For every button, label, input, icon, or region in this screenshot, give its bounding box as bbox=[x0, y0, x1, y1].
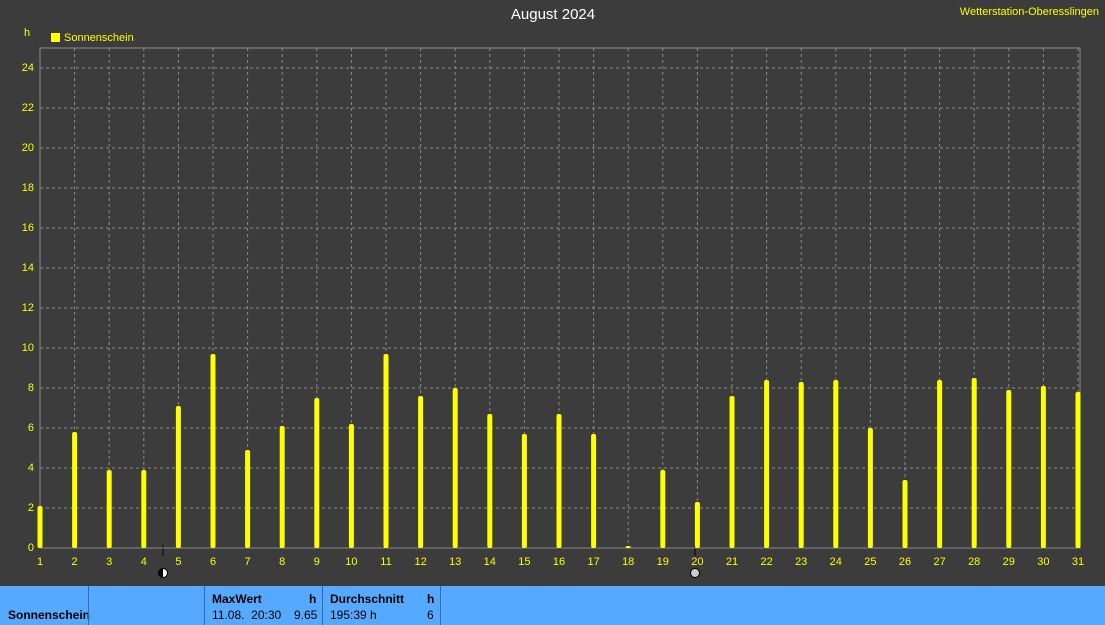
bar bbox=[937, 380, 943, 548]
x-tick-label: 24 bbox=[830, 556, 842, 568]
bar bbox=[487, 414, 493, 548]
max-label: MaxWert bbox=[212, 592, 262, 606]
bar bbox=[1040, 386, 1046, 548]
bar bbox=[348, 424, 354, 548]
plot-frame bbox=[39, 47, 1081, 549]
bar bbox=[556, 414, 562, 548]
chart: August 2024 Wetterstation-Oberesslingen … bbox=[22, 6, 1099, 578]
moon-icon-shade bbox=[158, 568, 163, 578]
bar bbox=[106, 470, 112, 548]
chart-title: August 2024 bbox=[511, 6, 595, 23]
x-tick-label: 20 bbox=[691, 556, 703, 568]
bar bbox=[625, 546, 631, 548]
station-name: Wetterstation-Oberesslingen bbox=[960, 6, 1099, 18]
bar bbox=[452, 388, 458, 548]
bar bbox=[660, 470, 666, 548]
bar bbox=[764, 380, 770, 548]
bar bbox=[1006, 390, 1012, 548]
bar bbox=[591, 434, 597, 548]
max-value: 9.65 bbox=[294, 608, 318, 622]
x-tick-label: 4 bbox=[141, 556, 147, 568]
bar bbox=[521, 434, 527, 548]
x-tick-label: 16 bbox=[553, 556, 565, 568]
bar bbox=[694, 502, 700, 548]
bar bbox=[867, 428, 873, 548]
x-tick-label: 18 bbox=[622, 556, 634, 568]
x-tick-label: 8 bbox=[279, 556, 285, 568]
x-tick-label: 3 bbox=[106, 556, 112, 568]
y-tick-label: 8 bbox=[28, 382, 34, 394]
y-tick-label: 18 bbox=[22, 182, 34, 194]
bar bbox=[418, 396, 424, 548]
x-tick-label: 5 bbox=[175, 556, 181, 568]
bar bbox=[729, 396, 735, 548]
y-tick-label: 0 bbox=[28, 542, 34, 554]
moon-icon bbox=[690, 568, 700, 578]
bar bbox=[383, 354, 389, 548]
avg-value: 195:39 h bbox=[330, 608, 377, 622]
bar bbox=[1075, 392, 1081, 548]
y-tick-label: 22 bbox=[22, 102, 34, 114]
max-unit: h bbox=[309, 592, 317, 606]
avg-unit: h bbox=[427, 592, 435, 606]
x-tick-label: 23 bbox=[795, 556, 807, 568]
y-tick-label: 12 bbox=[22, 302, 34, 314]
y-tick-label: 4 bbox=[28, 462, 34, 474]
bar bbox=[833, 380, 839, 548]
x-tick-label: 9 bbox=[314, 556, 320, 568]
x-tick-label: 13 bbox=[449, 556, 461, 568]
summary-panel: Sonnenschein MaxWert h 11.08. 20:30 9.65… bbox=[0, 586, 1105, 625]
y-tick-label: 14 bbox=[22, 262, 34, 274]
separator bbox=[322, 586, 323, 625]
x-tick-label: 11 bbox=[380, 556, 391, 568]
y-tick-label: 24 bbox=[22, 62, 34, 74]
legend-swatch bbox=[51, 33, 60, 42]
x-tick-label: 29 bbox=[1003, 556, 1015, 568]
separator bbox=[88, 586, 89, 625]
x-tick-label: 7 bbox=[245, 556, 251, 568]
bar bbox=[210, 354, 216, 548]
x-tick-label: 30 bbox=[1037, 556, 1049, 568]
y-axis-label: h bbox=[24, 27, 30, 39]
max-time: 11.08. 20:30 bbox=[212, 608, 282, 622]
x-tick-label: 21 bbox=[726, 556, 738, 568]
x-tick-label: 31 bbox=[1072, 556, 1084, 568]
x-tick-label: 14 bbox=[484, 556, 496, 568]
y-tick-label: 2 bbox=[28, 502, 34, 514]
bar bbox=[175, 406, 181, 548]
row-label: Sonnenschein bbox=[8, 608, 91, 622]
x-tick-label: 22 bbox=[760, 556, 772, 568]
separator bbox=[440, 586, 441, 625]
x-tick-label: 15 bbox=[518, 556, 530, 568]
x-tick-label: 17 bbox=[587, 556, 599, 568]
y-tick-label: 16 bbox=[22, 222, 34, 234]
bar bbox=[798, 382, 804, 548]
y-tick-label: 6 bbox=[28, 422, 34, 434]
y-tick-label: 10 bbox=[22, 342, 34, 354]
bar bbox=[245, 450, 251, 548]
separator bbox=[204, 586, 205, 625]
bar bbox=[37, 506, 43, 548]
bar bbox=[314, 398, 320, 548]
avg-count: 6 bbox=[427, 608, 434, 622]
bar bbox=[141, 470, 147, 548]
x-tick-label: 10 bbox=[345, 556, 357, 568]
x-tick-label: 1 bbox=[37, 556, 43, 568]
avg-label: Durchschnitt bbox=[330, 592, 405, 606]
x-tick-label: 12 bbox=[414, 556, 426, 568]
bar bbox=[279, 426, 285, 548]
legend-label: Sonnenschein bbox=[64, 32, 134, 44]
x-tick-label: 2 bbox=[72, 556, 78, 568]
x-tick-label: 6 bbox=[210, 556, 216, 568]
x-tick-label: 27 bbox=[933, 556, 945, 568]
x-tick-label: 25 bbox=[864, 556, 876, 568]
x-tick-label: 26 bbox=[899, 556, 911, 568]
y-tick-label: 20 bbox=[22, 142, 34, 154]
bar bbox=[902, 480, 908, 548]
x-tick-label: 28 bbox=[968, 556, 980, 568]
bar bbox=[72, 432, 78, 548]
bar bbox=[971, 378, 977, 548]
x-tick-label: 19 bbox=[657, 556, 669, 568]
